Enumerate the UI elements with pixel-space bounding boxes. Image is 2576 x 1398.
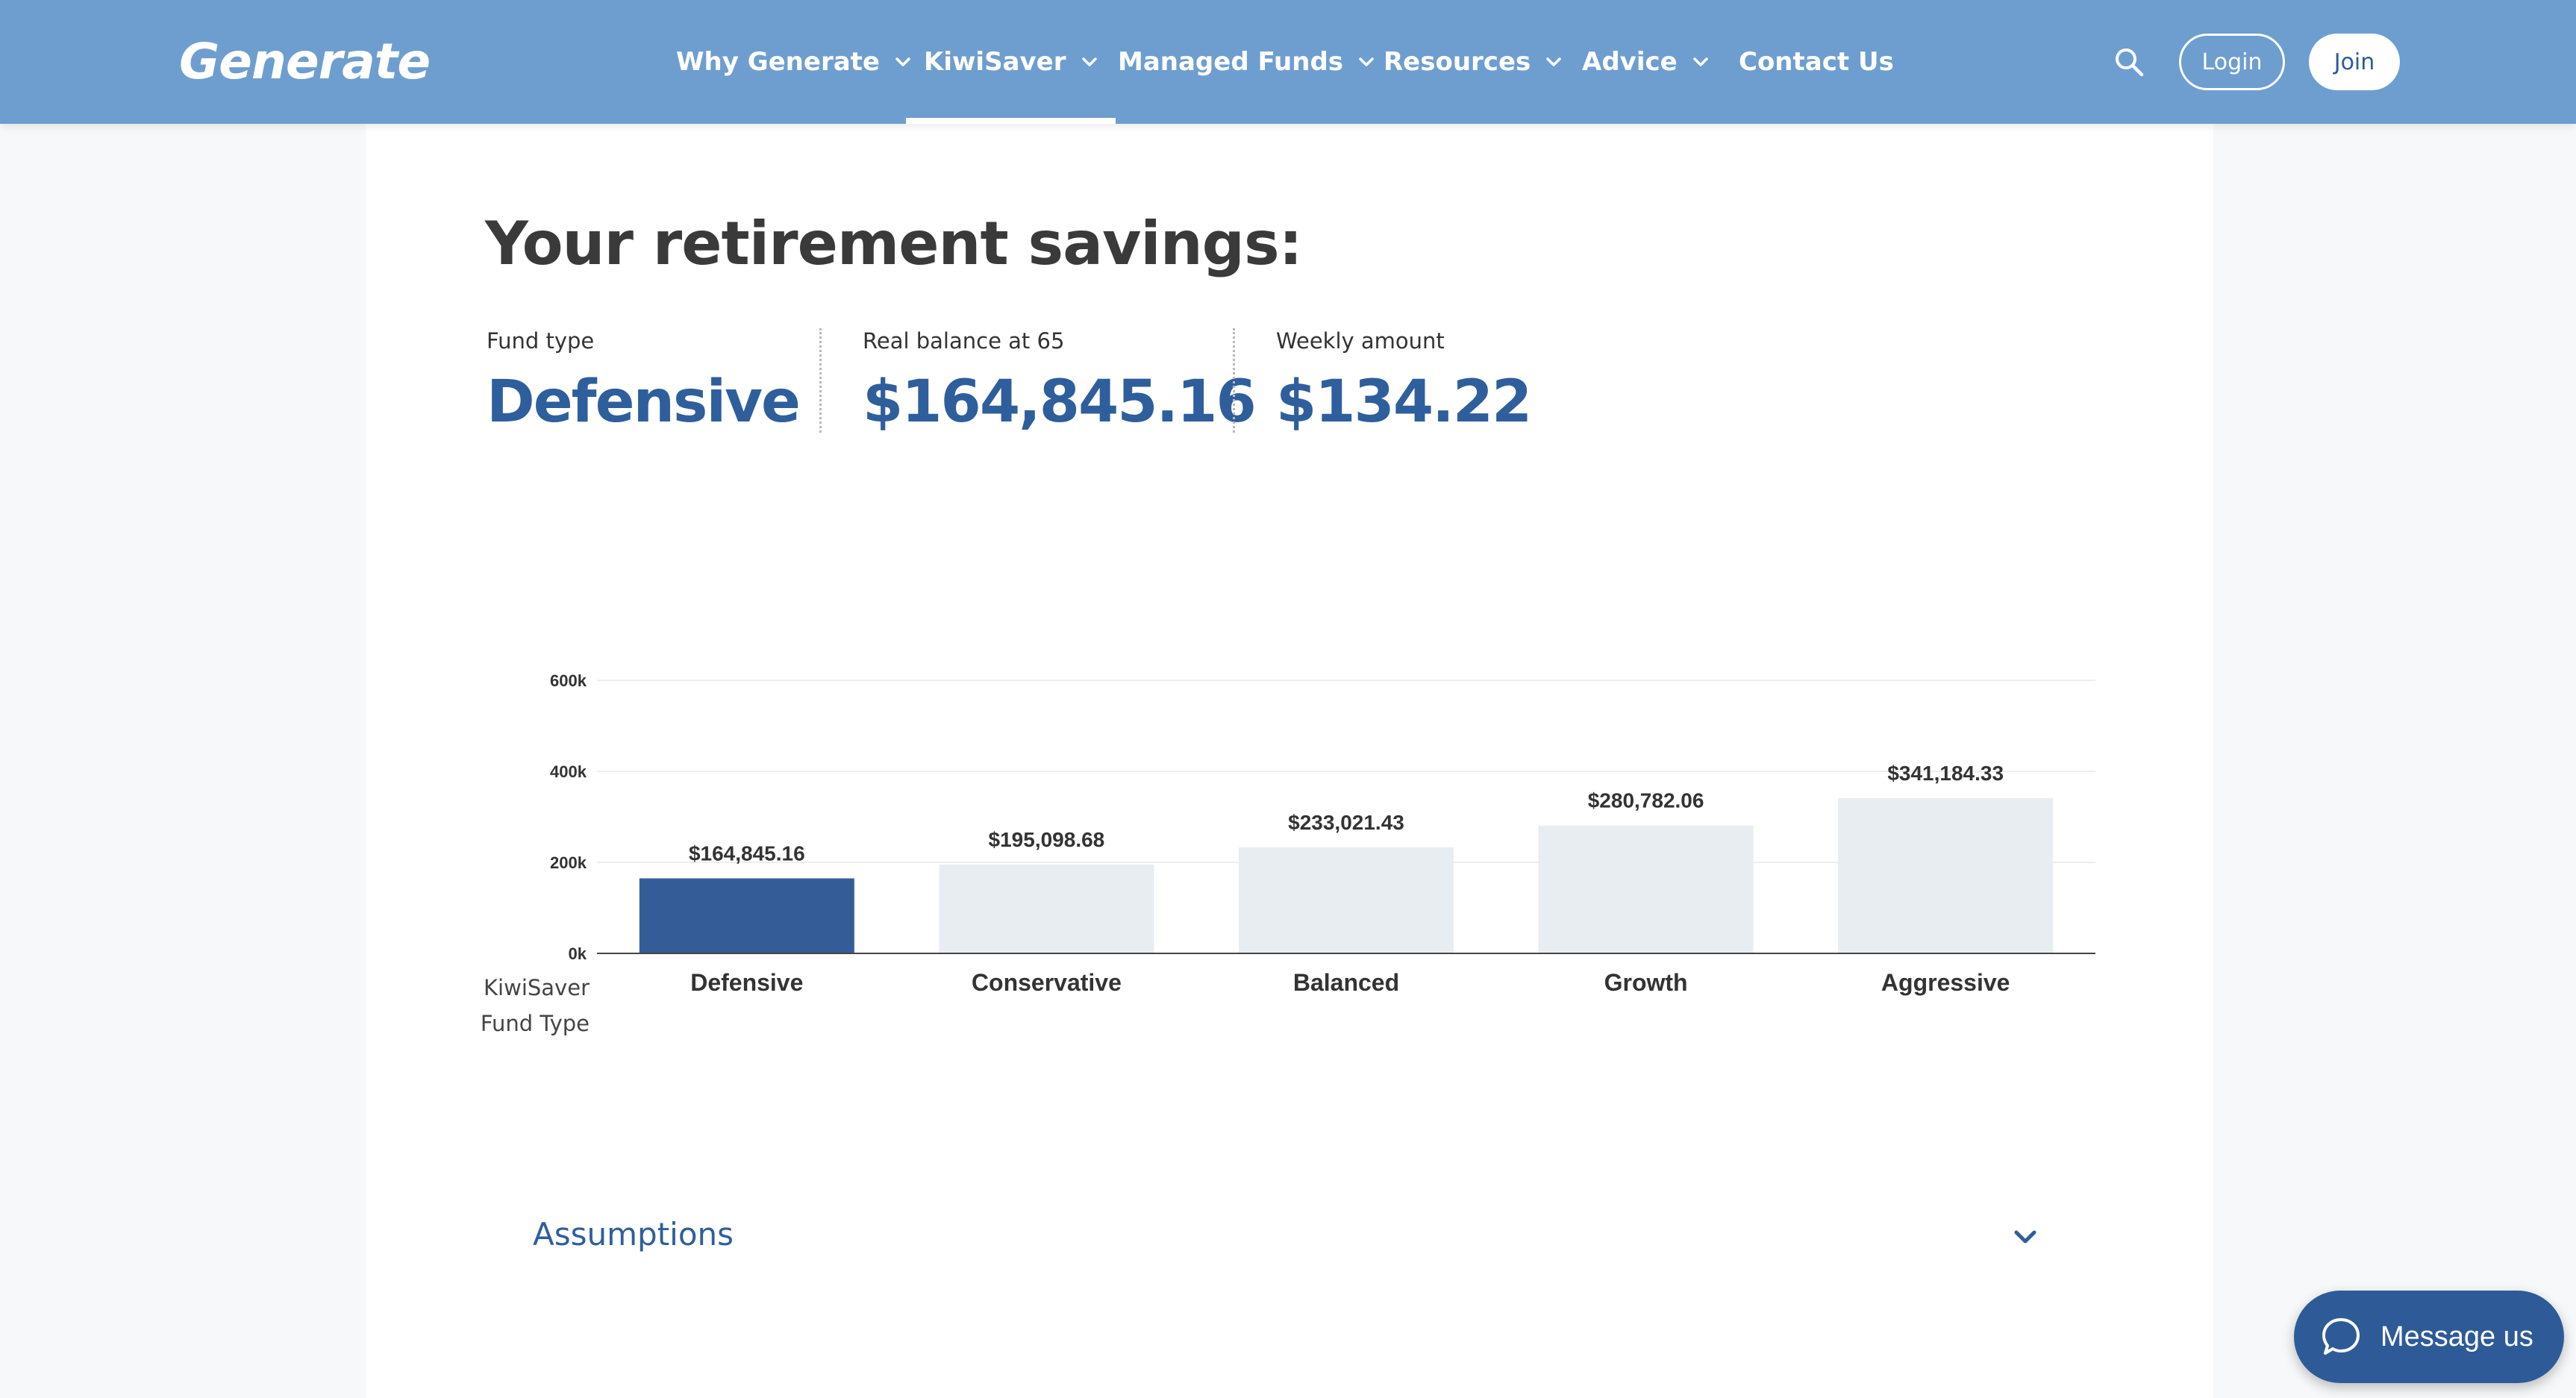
x-tick-label: Balanced: [1293, 969, 1399, 996]
bar-value-label: $233,021.43: [1288, 811, 1404, 834]
stat-label: Weekly amount: [1276, 328, 1445, 354]
nav-why-generate[interactable]: Why Generate: [676, 0, 911, 124]
nav-label: Why Generate: [676, 47, 880, 77]
stat-real-balance: Real balance at 65 $164,845.16: [863, 328, 1257, 436]
bar-value-label: $195,098.68: [989, 828, 1105, 851]
chevron-down-icon: [1358, 54, 1375, 70]
y-tick-label: 0k: [569, 944, 587, 963]
nav-label: KiwiSaver: [924, 47, 1066, 77]
nav-kiwisaver[interactable]: KiwiSaver: [906, 0, 1115, 124]
bar-value-label: $341,184.33: [1887, 762, 2004, 785]
x-tick-label: Defensive: [690, 969, 803, 996]
x-tick-label: Conservative: [972, 969, 1122, 996]
chevron-down-icon[interactable]: [2010, 1222, 2040, 1252]
nav-label: Contact Us: [1739, 47, 1894, 77]
x-tick-label: Aggressive: [1881, 969, 2010, 996]
site-header: Generate Why Generate KiwiSaver Managed …: [0, 0, 2576, 124]
assumptions-accordion[interactable]: Assumptions: [533, 1216, 2040, 1261]
assumptions-label: Assumptions: [533, 1216, 734, 1253]
bar-growth: [1538, 825, 1754, 953]
fund-type-bar-chart: 0k 200k 400k 600k $164,845.16 Defensive $195,0…: [478, 642, 2104, 1059]
nav-advice[interactable]: Advice: [1582, 0, 1709, 124]
bar-defensive: [639, 878, 854, 953]
x-tick-label: Growth: [1604, 969, 1688, 996]
stat-label: Fund type: [487, 328, 595, 354]
join-button[interactable]: Join: [2309, 34, 2400, 90]
stat-divider: [819, 328, 822, 433]
y-tick-label: 600k: [550, 671, 587, 690]
bar-balanced: [1239, 847, 1454, 953]
nav-label: Resources: [1384, 47, 1531, 77]
stat-divider: [1233, 328, 1235, 433]
nav-label: Advice: [1582, 47, 1678, 77]
message-us-button[interactable]: Message us: [2294, 1291, 2564, 1383]
chart-svg: 0k 200k 400k 600k $164,845.16 Defensive $195,0…: [550, 671, 2095, 996]
chat-bubble-icon: [2318, 1314, 2364, 1360]
stat-weekly-amount: Weekly amount $134.22: [1276, 328, 1532, 436]
chevron-down-icon: [1081, 54, 1098, 70]
chevron-down-icon: [1545, 54, 1562, 70]
chevron-down-icon: [1692, 54, 1709, 70]
stat-value: Defensive: [487, 369, 801, 436]
login-button[interactable]: Login: [2179, 34, 2285, 90]
y-tick-label: 400k: [550, 762, 587, 781]
page-title: Your retirement savings:: [485, 209, 1303, 278]
stat-fund-type: Fund type Defensive: [487, 328, 801, 436]
nav-label: Managed Funds: [1118, 47, 1344, 77]
stat-label: Real balance at 65: [863, 328, 1065, 354]
bar-value-label: $164,845.16: [689, 841, 805, 865]
main-nav: Why Generate KiwiSaver Managed Funds Res…: [0, 0, 2576, 124]
nav-contact-us[interactable]: Contact Us: [1739, 0, 1894, 124]
nav-resources[interactable]: Resources: [1384, 0, 1562, 124]
x-axis-caption: KiwiSaver Fund Type: [478, 970, 590, 1041]
y-tick-label: 200k: [550, 853, 587, 872]
x-axis-caption-line1: KiwiSaver: [484, 975, 590, 1000]
stat-value: $134.22: [1276, 369, 1532, 436]
stat-value: $164,845.16: [863, 369, 1257, 436]
generate-logo[interactable]: Generate: [179, 33, 431, 90]
bar-conservative: [939, 864, 1154, 953]
bar-value-label: $280,782.06: [1588, 789, 1704, 812]
nav-managed-funds[interactable]: Managed Funds: [1118, 0, 1375, 124]
x-axis-caption-line2: Fund Type: [480, 1011, 590, 1036]
chevron-down-icon: [895, 54, 911, 70]
content-card: [366, 124, 2213, 1398]
bar-aggressive: [1838, 797, 2054, 953]
search-icon[interactable]: [2112, 45, 2146, 79]
message-us-label: Message us: [2380, 1320, 2533, 1352]
